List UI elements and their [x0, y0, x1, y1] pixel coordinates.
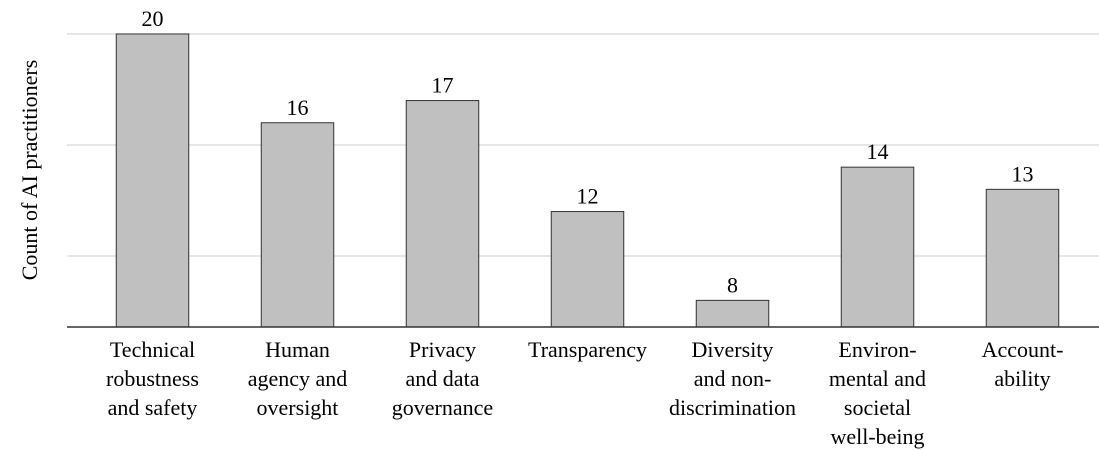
value-label: 14 [867, 139, 889, 164]
x-tick-label: robustness [106, 366, 199, 391]
x-tick-label: governance [392, 395, 493, 420]
bar [550, 211, 625, 328]
x-tick-label: societal [844, 395, 911, 420]
value-label: 16 [287, 95, 309, 120]
value-label: 17 [432, 73, 454, 98]
x-tick-label: well-being [830, 424, 924, 449]
x-tick-label: Human [265, 337, 330, 362]
x-tick-label: Environ- [838, 337, 916, 362]
bar [695, 299, 770, 328]
x-tick-label: Technical [110, 337, 195, 362]
x-tick-label: oversight [257, 395, 339, 420]
x-tick-label: agency and [248, 366, 348, 391]
x-tick-label: and safety [108, 395, 198, 420]
y-axis-label: Count of AI practitioners [17, 60, 42, 281]
x-tick-label: Account- [982, 337, 1064, 362]
x-tick-label: mental and [829, 366, 926, 391]
bar [840, 166, 915, 328]
x-tick-label: and data [406, 366, 480, 391]
value-label: 20 [142, 6, 164, 31]
bar [115, 33, 190, 328]
value-label: 8 [727, 272, 738, 297]
x-tick-label: Privacy [409, 337, 476, 362]
bar [405, 100, 480, 328]
value-label: 12 [577, 184, 599, 209]
x-tick-label: Transparency [528, 337, 647, 362]
x-tick-label: discrimination [669, 395, 796, 420]
bar [985, 188, 1060, 328]
x-tick-label: ability [994, 366, 1050, 391]
bar [260, 122, 335, 328]
x-tick-label: Diversity [692, 337, 774, 362]
x-tick-label: and non- [694, 366, 772, 391]
value-label: 13 [1012, 161, 1034, 186]
